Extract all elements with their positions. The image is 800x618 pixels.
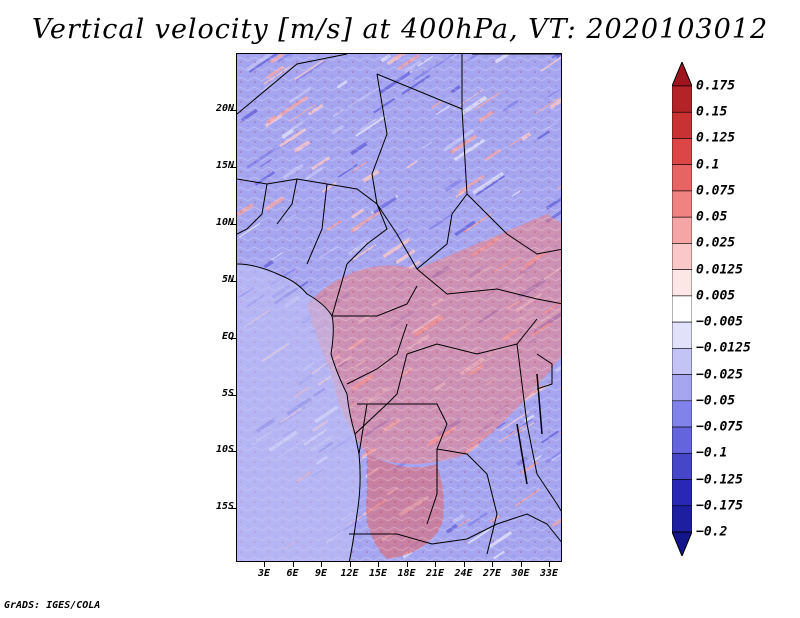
lat-tick-mark [230,281,236,282]
grads-credit: GrADS: IGES/COLA [4,600,101,611]
colorbar-label: 0.175 [696,78,736,94]
velocity-field [237,54,561,561]
lat-label-eq: EQ [221,331,234,342]
lat-tick-mark [230,451,236,452]
colorbar-label: −0.1 [696,445,728,461]
colorbar-segment [672,111,692,139]
lon-tick-mark [321,562,322,567]
colorbar-segment [672,138,692,166]
lon-label-18e: 18E [397,568,416,579]
colorbar-max-arrow [672,62,692,87]
colorbar-label: −0.175 [696,498,743,514]
colorbar-label: 0.05 [696,209,728,225]
lat-tick-mark [230,167,236,168]
colorbar-segment [672,400,692,428]
colorbar-label: 0.005 [696,288,736,304]
colorbar-label: −0.025 [696,367,743,383]
lon-label-30e: 30E [511,568,530,579]
lon-label-24e: 24E [454,568,473,579]
country-borders [237,54,561,561]
lon-label-27e: 27E [482,568,502,579]
lat-label-5s: 5S [221,388,234,399]
lon-tick-mark [549,562,550,567]
colorbar-label: −0.125 [696,472,743,488]
atlantic-ocean [237,264,361,561]
colorbar-label: −0.075 [696,419,743,435]
colorbar-segment [672,164,692,192]
colorbar-label: 0.15 [696,104,728,120]
colorbar-segment [672,295,692,323]
colorbar-label: 0.075 [696,183,736,199]
colorbar-segment [672,426,692,454]
colorbar-segment [672,505,692,533]
lat-tick-mark [230,110,236,111]
lon-label-6e: 6E [286,568,299,579]
lat-tick-mark [230,338,236,339]
lon-tick-mark [349,562,351,567]
map-plot-area [236,53,562,562]
colorbar-label: −0.005 [696,314,743,330]
colorbar-segment [672,479,692,507]
lon-label-15e: 15E [368,568,388,579]
colorbar [672,62,692,556]
lat-tick-mark [230,224,236,225]
lat-label-20n: 20N [215,103,234,114]
lon-tick-mark [435,562,436,567]
lon-tick-mark [406,562,408,567]
colorbar-segment [672,85,692,113]
colorbar-label: 0.025 [696,235,736,251]
lon-tick-mark [492,562,493,567]
lon-tick-mark [378,562,379,567]
colorbar-label: 0.1 [696,157,720,173]
lon-label-9e: 9E [314,568,328,579]
colorbar-segment [672,321,692,349]
colorbar-segment [672,216,692,244]
map-title: Vertical velocity [m/s] at 400hPa, VT: 2… [31,14,769,45]
colorbar-label: 0.0125 [696,262,743,278]
lat-label-10s: 10S [215,444,234,455]
lon-tick-mark [292,562,294,567]
lon-tick-mark [463,562,465,567]
colorbar-segment [672,269,692,297]
lat-label-15n: 15N [215,160,234,171]
colorbar-label: −0.0125 [696,340,751,356]
colorbar-segment [672,348,692,375]
lon-tick-mark [264,562,265,567]
lon-label-12e: 12E [340,568,359,579]
colorbar-segment [672,452,692,480]
colorbar-label: 0.125 [696,130,736,146]
lon-tick-mark [520,562,522,567]
colorbar-segment [672,190,692,218]
coastline [237,263,361,561]
lat-tick-mark [230,395,236,396]
lon-label-33e: 33E [539,568,559,579]
colorbar-label: −0.05 [696,393,736,409]
lat-label-15s: 15S [215,501,234,512]
lon-label-21e: 21E [425,568,445,579]
lat-label-10n: 10N [215,217,234,228]
lat-tick-mark [230,508,236,509]
colorbar-segment [672,243,692,270]
lat-label-5n: 5N [221,274,234,285]
colorbar-min-arrow [672,531,692,556]
lon-label-3e: 3E [257,568,271,579]
colorbar-label: −0.2 [696,524,728,540]
colorbar-segment [672,374,692,402]
